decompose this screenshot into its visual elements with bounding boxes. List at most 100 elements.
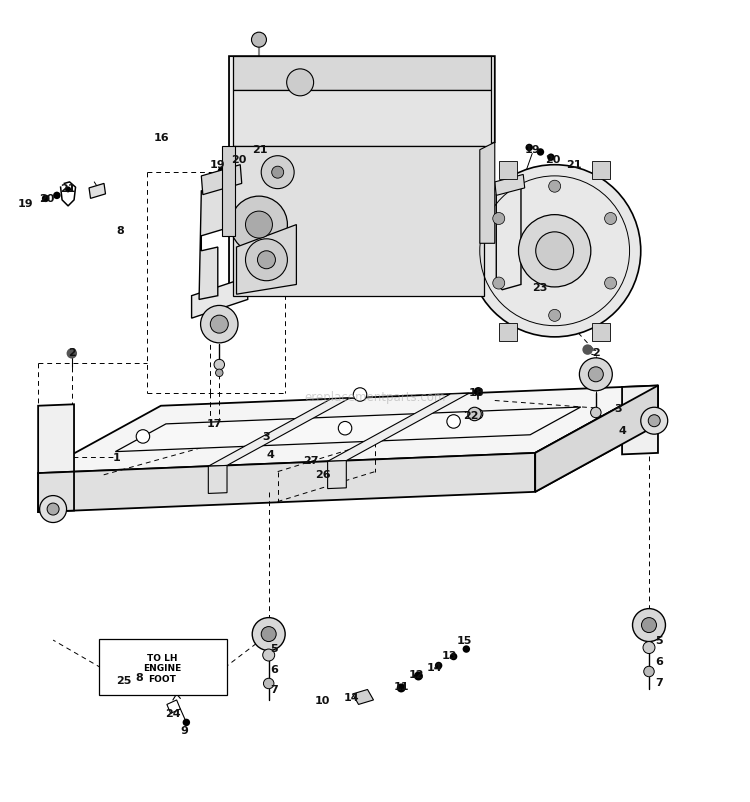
Text: 14: 14: [344, 692, 358, 702]
Circle shape: [200, 306, 238, 343]
Circle shape: [244, 159, 251, 166]
Text: 19: 19: [524, 145, 540, 155]
Circle shape: [286, 70, 314, 97]
Circle shape: [245, 212, 272, 239]
Circle shape: [231, 164, 238, 171]
Text: 1: 1: [112, 452, 121, 462]
Text: 12: 12: [409, 670, 424, 679]
Polygon shape: [209, 399, 350, 467]
Circle shape: [136, 430, 150, 444]
Circle shape: [582, 345, 592, 355]
Circle shape: [230, 196, 287, 253]
Polygon shape: [496, 186, 521, 290]
Polygon shape: [352, 690, 374, 705]
Circle shape: [474, 387, 483, 396]
Circle shape: [469, 165, 640, 338]
Bar: [499, 161, 517, 180]
Text: 10: 10: [315, 695, 330, 705]
Circle shape: [518, 216, 591, 288]
Text: 5: 5: [270, 642, 278, 653]
Polygon shape: [38, 405, 74, 473]
Text: 18: 18: [468, 387, 484, 397]
Circle shape: [414, 671, 423, 681]
Circle shape: [245, 240, 287, 282]
Text: 19: 19: [210, 160, 226, 170]
Circle shape: [493, 277, 505, 290]
Text: 20: 20: [40, 193, 55, 204]
Circle shape: [47, 504, 59, 516]
Polygon shape: [38, 472, 74, 512]
Circle shape: [526, 144, 533, 152]
Circle shape: [182, 719, 190, 727]
Circle shape: [262, 650, 274, 661]
Circle shape: [261, 627, 276, 642]
Text: 6: 6: [656, 656, 664, 666]
Text: 24: 24: [165, 708, 181, 719]
Circle shape: [65, 187, 71, 193]
Circle shape: [261, 156, 294, 189]
Text: ereplacementparts.com: ereplacementparts.com: [304, 391, 446, 403]
Text: 25: 25: [116, 675, 132, 686]
Text: 5: 5: [656, 635, 663, 646]
Circle shape: [549, 181, 561, 193]
Text: 8: 8: [135, 673, 143, 683]
Text: 4: 4: [266, 450, 274, 460]
Circle shape: [463, 646, 470, 653]
Text: 13: 13: [442, 650, 458, 660]
Polygon shape: [536, 386, 658, 492]
Polygon shape: [495, 175, 525, 196]
Text: 27: 27: [303, 456, 318, 466]
Polygon shape: [89, 184, 106, 199]
Text: 11: 11: [394, 682, 409, 691]
Circle shape: [252, 618, 285, 650]
Circle shape: [644, 666, 654, 677]
Text: 21: 21: [252, 145, 268, 155]
Circle shape: [536, 233, 574, 270]
FancyBboxPatch shape: [99, 639, 226, 695]
Polygon shape: [38, 453, 536, 512]
Polygon shape: [116, 407, 580, 452]
Text: 9: 9: [180, 725, 188, 735]
Polygon shape: [480, 143, 495, 244]
Circle shape: [214, 360, 224, 371]
Circle shape: [588, 367, 603, 383]
Polygon shape: [622, 386, 658, 455]
Circle shape: [257, 252, 275, 269]
Polygon shape: [536, 386, 658, 492]
Circle shape: [263, 678, 274, 689]
Circle shape: [142, 674, 152, 683]
Circle shape: [450, 653, 458, 660]
Bar: [592, 161, 610, 180]
Circle shape: [251, 33, 266, 48]
Polygon shape: [328, 394, 469, 462]
Circle shape: [40, 496, 67, 523]
Circle shape: [493, 213, 505, 225]
Text: 15: 15: [458, 635, 472, 646]
Text: 21: 21: [566, 160, 581, 170]
Polygon shape: [209, 466, 227, 494]
Text: 17: 17: [206, 419, 222, 428]
Text: 7: 7: [656, 677, 663, 687]
Text: 26: 26: [315, 469, 331, 480]
Circle shape: [604, 213, 616, 225]
Polygon shape: [328, 461, 346, 489]
Text: 19: 19: [17, 199, 33, 209]
Circle shape: [548, 154, 555, 162]
Text: 14: 14: [427, 662, 442, 672]
Polygon shape: [236, 225, 296, 295]
Circle shape: [632, 609, 665, 642]
Polygon shape: [232, 57, 491, 91]
Text: 20: 20: [231, 155, 247, 164]
Circle shape: [217, 168, 225, 175]
Polygon shape: [232, 147, 484, 296]
Circle shape: [643, 642, 655, 654]
Text: 22: 22: [463, 411, 478, 421]
Text: 3: 3: [262, 432, 270, 442]
Circle shape: [468, 407, 482, 421]
Circle shape: [579, 358, 612, 391]
Polygon shape: [229, 57, 495, 296]
Circle shape: [210, 316, 228, 334]
Circle shape: [641, 618, 656, 633]
Text: 16: 16: [154, 133, 170, 143]
Polygon shape: [201, 165, 242, 196]
